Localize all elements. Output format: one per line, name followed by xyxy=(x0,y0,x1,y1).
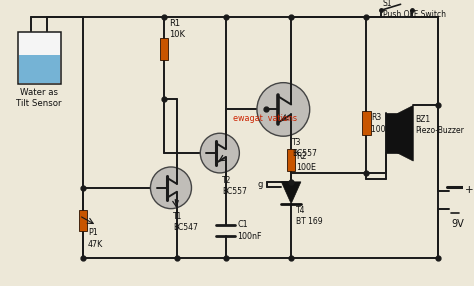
Circle shape xyxy=(257,83,310,136)
Bar xyxy=(362,112,371,135)
Text: T3
BC557: T3 BC557 xyxy=(292,138,317,158)
Bar xyxy=(79,210,87,231)
Text: S1
Push OFF Switch: S1 Push OFF Switch xyxy=(383,0,446,19)
Text: 9V: 9V xyxy=(451,219,464,229)
Text: g: g xyxy=(257,180,263,189)
Circle shape xyxy=(150,167,191,208)
Bar xyxy=(160,38,168,60)
Bar xyxy=(386,114,398,153)
Bar xyxy=(18,55,60,83)
Text: R3
100E 1W: R3 100E 1W xyxy=(371,114,405,134)
Polygon shape xyxy=(282,182,301,204)
Circle shape xyxy=(201,133,239,173)
Text: BZ1
Piezo-Buzzer: BZ1 Piezo-Buzzer xyxy=(415,115,464,135)
Text: +: + xyxy=(465,185,474,195)
Text: T2
BC557: T2 BC557 xyxy=(222,176,246,196)
Text: Water as
Tilt Sensor: Water as Tilt Sensor xyxy=(16,88,62,108)
Text: R2
100E: R2 100E xyxy=(296,152,316,172)
Text: C1
100nF: C1 100nF xyxy=(237,221,262,241)
Text: T1
BC547: T1 BC547 xyxy=(173,212,198,232)
Text: ewagat  vations: ewagat vations xyxy=(233,114,297,123)
Bar xyxy=(18,32,61,84)
Text: T4
BT 169: T4 BT 169 xyxy=(296,206,323,226)
Text: P1
47K: P1 47K xyxy=(88,229,103,249)
Bar xyxy=(287,149,295,171)
Polygon shape xyxy=(398,106,413,161)
Text: R1
10K: R1 10K xyxy=(169,19,185,39)
